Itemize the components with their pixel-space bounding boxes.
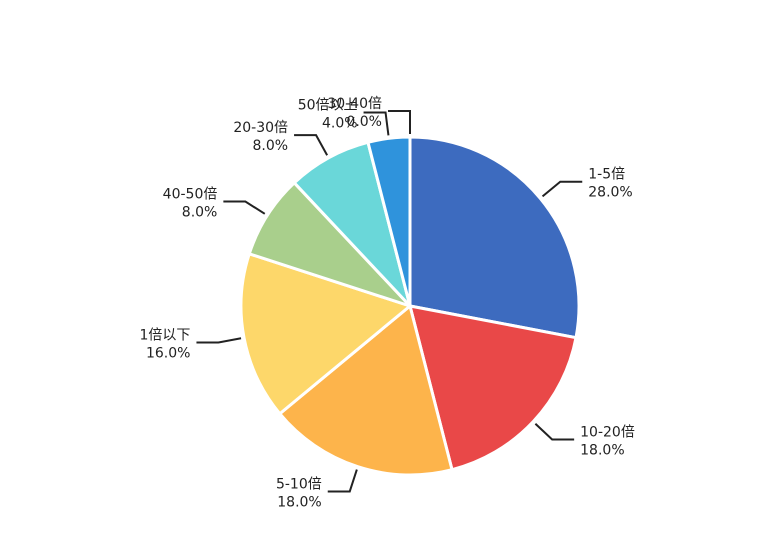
slice-label-50: 50倍以上 4.0% bbox=[298, 98, 358, 132]
slice-value-label: 4.0% bbox=[322, 116, 358, 132]
slice-category-label: 5-10倍 bbox=[276, 476, 322, 492]
slice-label-40-50: 40-50倍 8.0% bbox=[163, 187, 218, 221]
slice-value-label: 16.0% bbox=[146, 346, 190, 362]
leader-line-1-5 bbox=[541, 180, 583, 198]
slice-category-label: 40-50倍 bbox=[163, 187, 218, 203]
slice-value-label: 0.0% bbox=[346, 114, 382, 130]
leader-line-5-10 bbox=[327, 469, 358, 493]
pie-slice-10-20[interactable] bbox=[408, 304, 578, 472]
slice-category-label: 20-30倍 bbox=[233, 120, 288, 136]
slice-value-label: 8.0% bbox=[182, 205, 218, 221]
slice-label-30-40: 30-40倍 0.0% bbox=[327, 96, 382, 130]
slice-label-5-10: 5-10倍 18.0% bbox=[276, 476, 322, 510]
slice-value-label: 8.0% bbox=[252, 138, 288, 154]
leader-lines-layer bbox=[196, 110, 583, 493]
labels-layer: 1-5倍 28.0% 10-20倍 18.0% 5-10倍 18.0% 1倍以下 16.0% 4… bbox=[140, 96, 635, 510]
slice-category-label: 1-5倍 bbox=[588, 167, 625, 183]
slice-category-label: 50倍以上 bbox=[298, 98, 358, 114]
slice-category-label: 30-40倍 bbox=[327, 96, 382, 112]
leader-line-30-40 bbox=[388, 110, 411, 134]
leader-line-1 bbox=[196, 337, 242, 344]
slice-value-label: 18.0% bbox=[277, 494, 321, 510]
leader-line-50 bbox=[363, 111, 390, 136]
slice-category-label: 10-20倍 bbox=[580, 424, 635, 440]
pie-slice-5-10[interactable] bbox=[278, 304, 454, 477]
pie-slice-1-5[interactable] bbox=[408, 135, 581, 340]
pie-slice-50[interactable] bbox=[366, 135, 412, 308]
slice-label-10-20: 10-20倍 18.0% bbox=[580, 424, 635, 458]
slice-label-1: 1倍以下 16.0% bbox=[140, 328, 191, 362]
slice-value-label: 18.0% bbox=[580, 442, 624, 458]
slices-layer bbox=[239, 135, 581, 477]
slice-label-1-5: 1-5倍 28.0% bbox=[588, 167, 632, 201]
leader-line-10-20 bbox=[534, 423, 575, 441]
slice-value-label: 28.0% bbox=[588, 185, 632, 201]
slice-category-label: 1倍以下 bbox=[140, 328, 191, 344]
leader-line-40-50 bbox=[223, 200, 266, 215]
slice-label-20-30: 20-30倍 8.0% bbox=[233, 120, 288, 154]
leader-line-20-30 bbox=[294, 134, 329, 156]
